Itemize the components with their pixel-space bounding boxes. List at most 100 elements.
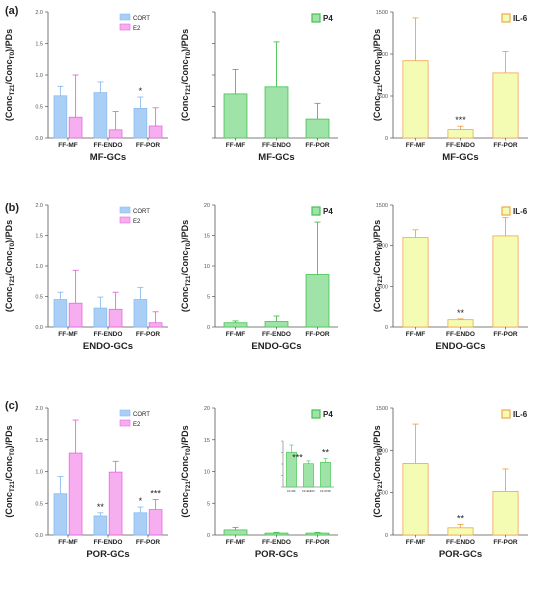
x-tick-label: FF-ENDO xyxy=(94,331,123,338)
y-label-subscript: T0 xyxy=(9,242,16,250)
bar-E2-FF-ENDO xyxy=(108,129,123,139)
bar-CORT-FF-ENDO xyxy=(93,307,108,328)
bar-E2-FF-MF xyxy=(68,116,83,139)
y-axis-label: (ConcT21/ConcT0)/PDs xyxy=(4,29,16,121)
bar-IL-6-FF-MF xyxy=(402,237,429,328)
y-label-part: /Conc xyxy=(180,456,190,481)
x-tick-label: FF-MF xyxy=(226,142,246,149)
significance-marker: *** xyxy=(455,115,466,125)
x-tick-label: FF-POR xyxy=(136,142,160,149)
y-tick-label: 1500 xyxy=(376,203,388,209)
x-tick-label: FF-POR xyxy=(493,539,517,546)
x-tick-label: FF-MF xyxy=(58,539,78,546)
y-label-part: (Conc xyxy=(372,287,382,313)
bar-E2-FF-POR xyxy=(148,509,163,536)
chart-panel-a2: (ConcT21/ConcT0)/PDs FF-MF FF-ENDO FF-POR MF… xyxy=(180,11,338,163)
y-axis-label: (ConcT21/ConcT0)/PDs xyxy=(180,29,192,121)
y-label-part: (Conc xyxy=(372,492,382,518)
y-label-part: )/PDs xyxy=(372,220,382,243)
bar-CORT-FF-MF xyxy=(53,95,68,139)
y-tick-label: 10 xyxy=(204,264,210,270)
legend-swatch-IL-6 xyxy=(501,206,511,216)
bar-IL-6-FF-ENDO xyxy=(447,319,474,328)
y-label-subscript: T0 xyxy=(377,51,384,59)
x-tick-label: FF-ENDO xyxy=(262,331,291,338)
legend-swatch-CORT xyxy=(119,13,131,21)
inset-bar-FF-POR xyxy=(320,461,331,488)
bar-P4-FF-ENDO xyxy=(264,321,289,328)
significance-marker: * xyxy=(139,496,143,506)
y-tick-label: 1.0 xyxy=(35,264,43,270)
legend-label-P4: P4 xyxy=(323,14,333,23)
x-tick-label: FF-MF xyxy=(226,539,246,546)
significance-marker: *** xyxy=(150,488,161,498)
y-label-part: (Conc xyxy=(180,492,190,518)
bar-IL-6-FF-POR xyxy=(492,490,519,536)
y-label-part: (Conc xyxy=(4,287,14,313)
y-label-subscript: T0 xyxy=(9,51,16,59)
y-label-part: )/PDs xyxy=(180,220,190,243)
row-label: (b) xyxy=(5,202,19,214)
y-label-part: /Conc xyxy=(372,250,382,275)
y-label-subscript: T21 xyxy=(377,481,384,493)
bar-IL-6-FF-ENDO xyxy=(447,129,474,139)
y-label-subscript: T0 xyxy=(185,242,192,250)
y-tick-label: 1500 xyxy=(376,10,388,16)
y-axis-label: (ConcT21/ConcT0)/PDs xyxy=(372,220,384,312)
legend-label-CORT: CORT xyxy=(133,412,150,418)
bar-IL-6-FF-POR xyxy=(492,72,519,139)
legend-label-E2: E2 xyxy=(133,219,141,225)
x-tick-label: FF-MF xyxy=(58,331,78,338)
x-axis-label: MF-GCs xyxy=(258,152,294,163)
y-label-subscript: T21 xyxy=(9,84,16,96)
y-label-part: /Conc xyxy=(4,59,14,84)
chart-panel-b1: 0.0 0.5 1.0 1.5 2.0 (ConcT21/ConcT0)/PDs FF-MF… xyxy=(4,203,168,352)
bar-IL-6-FF-MF xyxy=(402,60,429,139)
x-tick-label: FF-ENDO xyxy=(94,539,123,546)
significance-marker: * xyxy=(316,211,320,221)
y-tick-label: 0.0 xyxy=(35,325,43,331)
y-label-subscript: T0 xyxy=(185,51,192,59)
legend-swatch-P4 xyxy=(311,13,321,23)
bar-P4-FF-MF xyxy=(223,93,248,139)
y-tick-label: 0.5 xyxy=(35,501,43,507)
y-tick-label: 0 xyxy=(385,136,388,142)
y-label-subscript: T21 xyxy=(377,84,384,96)
x-tick-label: FF-MF xyxy=(58,142,78,149)
x-tick-label: FF-ENDO xyxy=(262,142,291,149)
x-tick-label: FF-ENDO xyxy=(94,142,123,149)
y-tick-label: 500 xyxy=(379,284,388,290)
inset-x-tick-label: FF-POR xyxy=(320,489,330,493)
y-tick-label: 0.5 xyxy=(35,295,43,301)
x-tick-label: FF-POR xyxy=(136,539,160,546)
y-tick-label: 0.0 xyxy=(35,136,43,142)
chart-panel-b3: 0 500 1000 1500 (ConcT21/ConcT0)/PDs FF-MF ** F… xyxy=(372,203,528,352)
bar-IL-6-FF-ENDO xyxy=(447,527,474,536)
y-tick-label: 500 xyxy=(379,94,388,100)
y-label-subscript: T21 xyxy=(377,275,384,287)
bar-CORT-FF-POR xyxy=(133,299,148,328)
bar-E2-FF-MF xyxy=(68,452,83,536)
y-tick-label: 1.5 xyxy=(35,438,43,444)
y-label-part: (Conc xyxy=(372,96,382,122)
y-tick-label: 0.0 xyxy=(35,533,43,539)
y-tick-label: 1.0 xyxy=(35,470,43,476)
y-label-subscript: T0 xyxy=(9,448,16,456)
x-tick-label: FF-ENDO xyxy=(446,142,475,149)
y-label-part: /Conc xyxy=(4,456,14,481)
x-tick-label: FF-POR xyxy=(493,142,517,149)
legend-label-E2: E2 xyxy=(133,422,141,428)
significance-marker: ** xyxy=(457,308,465,318)
legend-swatch-IL-6 xyxy=(501,13,511,23)
significance-marker: ** xyxy=(97,502,105,512)
legend-label-IL-6: IL-6 xyxy=(513,410,528,419)
x-axis-label: POR-GCs xyxy=(439,549,482,560)
x-tick-label: FF-POR xyxy=(305,331,329,338)
y-label-subscript: T21 xyxy=(9,275,16,287)
bar-P4-FF-ENDO xyxy=(264,86,289,139)
y-tick-label: 0.5 xyxy=(35,105,43,111)
y-label-part: /Conc xyxy=(4,250,14,275)
x-tick-label: FF-MF xyxy=(406,539,426,546)
y-tick-label: 1.0 xyxy=(35,73,43,79)
chart-panel-c2: 0 5 10 15 20 (ConcT21/ConcT0)/PDs FF-MF FF-ENDO… xyxy=(180,406,338,560)
